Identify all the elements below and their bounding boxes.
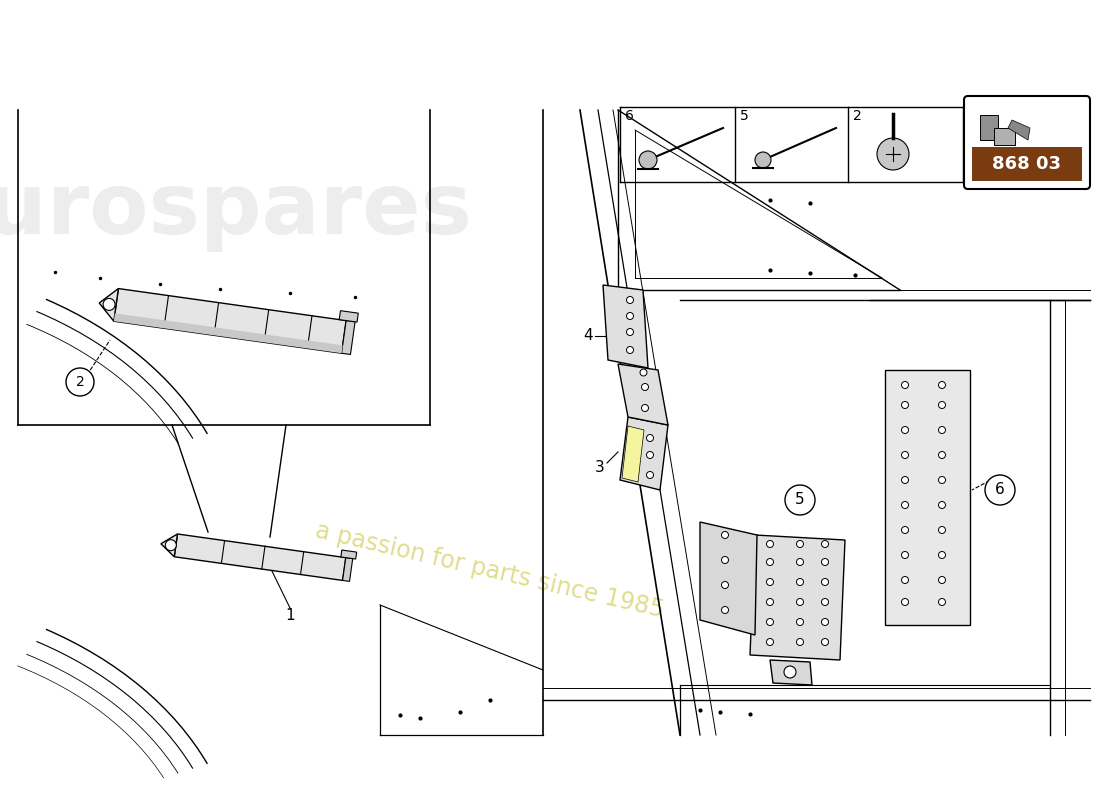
Polygon shape bbox=[980, 115, 998, 140]
Polygon shape bbox=[339, 310, 359, 322]
Text: 2: 2 bbox=[76, 375, 85, 389]
Circle shape bbox=[627, 297, 634, 303]
Circle shape bbox=[902, 551, 909, 558]
Circle shape bbox=[902, 426, 909, 434]
Circle shape bbox=[796, 638, 803, 646]
Circle shape bbox=[103, 298, 116, 310]
Polygon shape bbox=[341, 550, 356, 559]
Circle shape bbox=[66, 368, 94, 396]
Circle shape bbox=[796, 558, 803, 566]
Circle shape bbox=[647, 434, 653, 442]
Circle shape bbox=[938, 402, 946, 409]
Text: 2: 2 bbox=[852, 109, 861, 123]
Circle shape bbox=[796, 618, 803, 626]
FancyBboxPatch shape bbox=[964, 96, 1090, 189]
Polygon shape bbox=[342, 321, 355, 354]
Polygon shape bbox=[621, 426, 643, 482]
Polygon shape bbox=[750, 535, 845, 660]
Circle shape bbox=[639, 151, 657, 169]
Circle shape bbox=[767, 618, 773, 626]
Circle shape bbox=[822, 541, 828, 547]
Circle shape bbox=[627, 329, 634, 335]
Polygon shape bbox=[174, 534, 345, 581]
Polygon shape bbox=[620, 417, 668, 490]
Polygon shape bbox=[618, 364, 668, 425]
Polygon shape bbox=[886, 370, 970, 625]
Circle shape bbox=[822, 638, 828, 646]
Text: 868 03: 868 03 bbox=[992, 155, 1062, 173]
Circle shape bbox=[902, 502, 909, 509]
Circle shape bbox=[902, 598, 909, 606]
Circle shape bbox=[767, 638, 773, 646]
Circle shape bbox=[822, 618, 828, 626]
Bar bbox=[972, 147, 1082, 181]
Text: 3: 3 bbox=[595, 459, 605, 474]
Circle shape bbox=[796, 541, 803, 547]
Text: 5: 5 bbox=[795, 493, 805, 507]
Circle shape bbox=[984, 475, 1015, 505]
Circle shape bbox=[627, 346, 634, 354]
Circle shape bbox=[796, 598, 803, 606]
Circle shape bbox=[938, 426, 946, 434]
Polygon shape bbox=[700, 522, 757, 635]
Circle shape bbox=[902, 526, 909, 534]
Circle shape bbox=[938, 551, 946, 558]
Circle shape bbox=[877, 138, 909, 170]
Circle shape bbox=[722, 582, 728, 589]
Polygon shape bbox=[603, 285, 648, 368]
Text: 6: 6 bbox=[996, 482, 1005, 498]
Circle shape bbox=[755, 152, 771, 168]
Circle shape bbox=[938, 477, 946, 483]
Circle shape bbox=[822, 598, 828, 606]
Circle shape bbox=[938, 598, 946, 606]
Text: eurospares: eurospares bbox=[0, 169, 472, 251]
Circle shape bbox=[647, 471, 653, 478]
Circle shape bbox=[902, 577, 909, 583]
Circle shape bbox=[647, 451, 653, 458]
Circle shape bbox=[902, 477, 909, 483]
Circle shape bbox=[722, 606, 728, 614]
Circle shape bbox=[822, 578, 828, 586]
Text: 6: 6 bbox=[625, 109, 634, 123]
Circle shape bbox=[822, 558, 828, 566]
Circle shape bbox=[767, 541, 773, 547]
Circle shape bbox=[641, 405, 649, 411]
Text: a passion for parts since 1985: a passion for parts since 1985 bbox=[314, 518, 667, 622]
Text: 5: 5 bbox=[739, 109, 748, 123]
Circle shape bbox=[902, 402, 909, 409]
Circle shape bbox=[722, 557, 728, 563]
Polygon shape bbox=[770, 660, 812, 685]
Polygon shape bbox=[113, 314, 343, 354]
Text: 4: 4 bbox=[583, 329, 593, 343]
Circle shape bbox=[938, 502, 946, 509]
Circle shape bbox=[165, 540, 176, 550]
Circle shape bbox=[902, 451, 909, 458]
Circle shape bbox=[767, 558, 773, 566]
Circle shape bbox=[938, 382, 946, 389]
Circle shape bbox=[722, 531, 728, 538]
Circle shape bbox=[938, 577, 946, 583]
Polygon shape bbox=[113, 289, 346, 354]
Circle shape bbox=[627, 313, 634, 319]
Circle shape bbox=[938, 526, 946, 534]
Circle shape bbox=[784, 666, 796, 678]
Polygon shape bbox=[994, 128, 1015, 145]
Polygon shape bbox=[1008, 120, 1030, 140]
Circle shape bbox=[796, 578, 803, 586]
Circle shape bbox=[641, 383, 649, 390]
Circle shape bbox=[902, 382, 909, 389]
Circle shape bbox=[785, 485, 815, 515]
Polygon shape bbox=[99, 289, 119, 322]
Circle shape bbox=[767, 578, 773, 586]
Text: 1: 1 bbox=[285, 607, 295, 622]
Circle shape bbox=[767, 598, 773, 606]
Polygon shape bbox=[342, 558, 353, 582]
Polygon shape bbox=[161, 534, 177, 557]
Circle shape bbox=[938, 451, 946, 458]
